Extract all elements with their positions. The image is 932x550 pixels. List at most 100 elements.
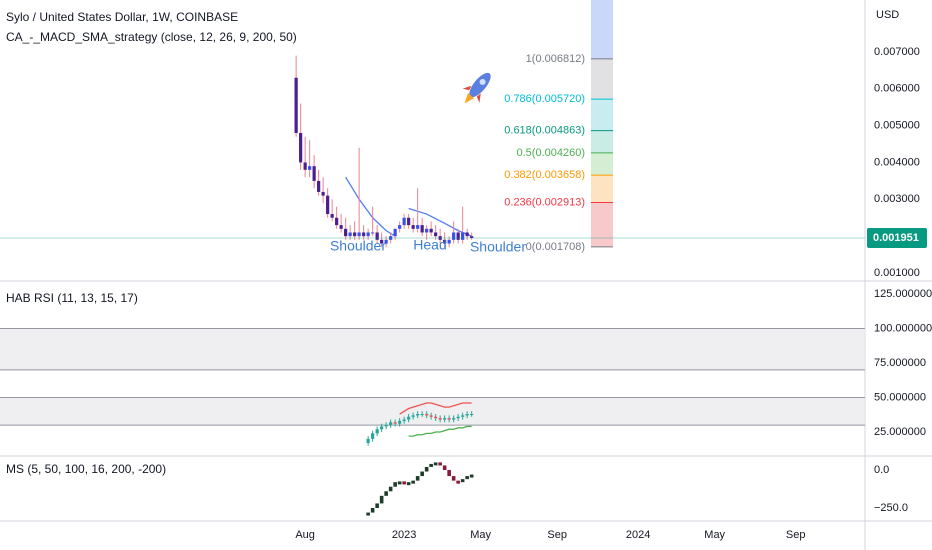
fib-label: 1(0.006812) [526, 53, 585, 65]
candle-body [308, 166, 312, 170]
fib-band [591, 175, 613, 203]
candle-body [299, 133, 303, 163]
candle-body [443, 418, 447, 420]
candle-body [411, 225, 415, 229]
fib-label: 0(0.001708) [526, 241, 585, 253]
candle-body [470, 414, 474, 416]
fib-band [591, 99, 613, 131]
candle-body [461, 232, 465, 240]
candle-body [335, 217, 339, 226]
candle-body [398, 225, 402, 229]
candle-body [371, 232, 375, 234]
y-tick-label: 0.006000 [874, 83, 920, 95]
ms-bar [388, 486, 393, 492]
candle-body [429, 415, 433, 417]
indicator-line [408, 425, 472, 437]
ms-bar [375, 503, 379, 508]
y-tick-label: 0.005000 [874, 120, 920, 132]
candle-body [407, 416, 411, 420]
candle-body [434, 416, 438, 419]
fib-label: 0.382(0.003658) [504, 169, 585, 181]
candle-body [321, 191, 325, 196]
band [0, 328, 865, 370]
ms-bar [456, 480, 460, 484]
candle-body [461, 415, 465, 417]
ms-bar [411, 480, 415, 484]
ms-bar [469, 474, 474, 478]
fib-band [591, 152, 613, 176]
x-tick-label: Sep [547, 529, 567, 541]
candle-body [317, 180, 321, 192]
candle-body [465, 414, 469, 416]
candle-body [456, 416, 460, 419]
candle-body [447, 239, 451, 244]
y-tick-label: −250.0 [874, 502, 908, 514]
candle-body [411, 415, 415, 417]
ms-bar [447, 470, 451, 477]
ms-bar [424, 466, 429, 472]
band [0, 397, 865, 426]
candle-body [452, 418, 456, 420]
y-tick-label: 0.001000 [874, 267, 920, 279]
fib-band [591, 58, 613, 100]
last-price-box [867, 227, 927, 248]
y-tick-label: 100.000000 [874, 322, 932, 334]
rocket-icon [462, 72, 491, 104]
candle-body [375, 232, 379, 240]
candle-body [366, 232, 370, 237]
candle-body [384, 239, 388, 244]
candle-body [452, 232, 456, 240]
x-tick-label: 2023 [392, 529, 416, 541]
y-tick-label: 75.000000 [874, 357, 926, 369]
ms-bar [406, 482, 411, 486]
x-tick-label: Sep [786, 529, 806, 541]
ms-bar [370, 507, 375, 513]
candle-body [398, 420, 402, 424]
indicator-title: HAB RSI (11, 13, 15, 17) [6, 291, 138, 305]
fib-band [591, 130, 613, 153]
ms-bar [460, 479, 465, 483]
candle-body [425, 414, 429, 416]
candle-body [384, 425, 388, 427]
candle-body [326, 195, 330, 215]
candle-body [357, 232, 361, 237]
candle-body [389, 236, 393, 240]
x-tick-label: May [704, 529, 725, 541]
y-tick-label: 0.007000 [874, 46, 920, 58]
ms-bar [397, 481, 402, 485]
candle-body [353, 232, 357, 237]
candle-body [402, 217, 406, 226]
currency-label: USD [876, 9, 899, 21]
pane: 0.007000 0.006000 0.005000 0.004000 0.003000… [0, 0, 927, 279]
ms-bar [366, 512, 370, 516]
candle-body [443, 239, 447, 244]
candle-body [438, 418, 442, 420]
candle-body [429, 228, 433, 233]
candle-body [470, 236, 474, 238]
candle-body [362, 232, 366, 237]
ms-bar [384, 491, 388, 496]
candle-body [434, 232, 438, 237]
ms-bar [465, 476, 469, 480]
candle-body [416, 414, 420, 416]
candle-body [294, 77, 298, 133]
candle-body [330, 214, 334, 218]
y-tick-label: 0.0 [874, 464, 889, 476]
y-tick-label: 0.003000 [874, 193, 920, 205]
candle-body [456, 232, 460, 240]
pane: 125.000000 100.000000 75.000000 50.000000 25… [0, 288, 932, 446]
ms-bar [429, 463, 433, 467]
fib-label: 0.5(0.004260) [517, 147, 586, 159]
pattern-annotation: Shoulder [330, 238, 386, 254]
fib-band [591, 0, 613, 59]
candle-body [465, 232, 469, 237]
candle-body [380, 239, 384, 244]
candle-body [344, 228, 348, 237]
ms-bar [402, 481, 406, 485]
x-tick-label: May [470, 529, 491, 541]
fib-label: 0.786(0.005720) [504, 93, 585, 105]
ms-bar [442, 465, 447, 471]
candle-body [348, 232, 352, 237]
candle-body [420, 414, 424, 416]
